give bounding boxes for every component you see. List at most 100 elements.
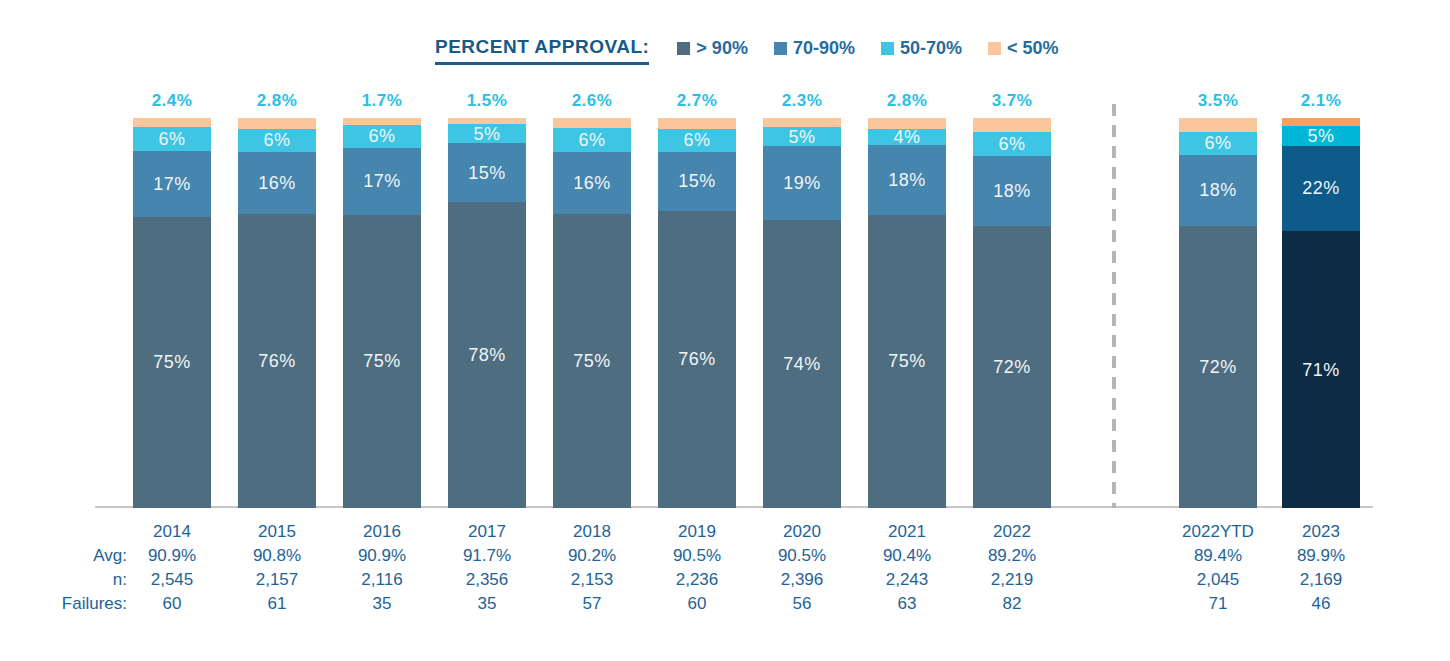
avg-value: 90.5% — [742, 544, 862, 568]
year-label: 2022YTD — [1158, 520, 1278, 544]
segment-gt90-2023: 71% — [1282, 231, 1360, 508]
segment-b7090-2014: 17% — [133, 151, 211, 217]
year-label: 2020 — [742, 520, 862, 544]
lt50-top-label-2018: 2.6% — [539, 91, 645, 111]
lt50-top-label-2022YTD: 3.5% — [1165, 91, 1271, 111]
segment-label: 15% — [678, 172, 716, 190]
failures-value: 82 — [952, 592, 1072, 616]
segment-label: 19% — [783, 174, 821, 192]
failures-value: 35 — [322, 592, 442, 616]
bar-2016: 6%17%75% — [343, 118, 421, 508]
bar-2018: 6%16% 75% — [553, 118, 631, 508]
segment-label: 5% — [473, 125, 500, 143]
year-label: 2023 — [1261, 520, 1381, 544]
failures-value: 60 — [112, 592, 232, 616]
lt50-top-label-2023: 2.1% — [1268, 91, 1374, 111]
segment-gt90-2020: 74% — [763, 220, 841, 508]
stats-2020: 202090.5%2,39656 — [742, 520, 862, 616]
segment-label: 74% — [783, 355, 821, 373]
segment-b7090-2023: 22% — [1282, 146, 1360, 232]
lt50-top-label-2015: 2.8% — [224, 91, 330, 111]
segment-b7090-2019: 15% — [658, 152, 736, 211]
segment-label: 17% — [153, 175, 191, 193]
year-label: 2016 — [322, 520, 442, 544]
n-value: 2,116 — [322, 568, 442, 592]
segment-b5070-2015: 6% — [238, 129, 316, 152]
segment-label: 5% — [1307, 127, 1334, 145]
n-value: 2,045 — [1158, 568, 1278, 592]
segment-lt50-2019 — [658, 118, 736, 129]
segment-label: 18% — [1199, 181, 1237, 199]
segment-b5070-2018: 6% — [553, 128, 631, 151]
segment-b7090-2020: 19% — [763, 146, 841, 220]
bar-2015: 6% 16% 76% — [238, 118, 316, 508]
stats-2021: 202190.4%2,24363 — [847, 520, 967, 616]
avg-value: 89.2% — [952, 544, 1072, 568]
segment-lt50-2015 — [238, 118, 316, 129]
avg-value: 91.7% — [427, 544, 547, 568]
failures-value: 46 — [1261, 592, 1381, 616]
bar-2019: 6% 15% 76% — [658, 118, 736, 508]
segment-label: 22% — [1302, 179, 1340, 197]
segment-b5070-2021: 4% — [868, 129, 946, 145]
stats-2018: 201890.2%2,15357 — [532, 520, 652, 616]
lt50-top-label-2021: 2.8% — [854, 91, 960, 111]
segment-label: 6% — [1204, 134, 1231, 152]
segment-gt90-2022: 72% — [973, 226, 1051, 508]
failures-value: 63 — [847, 592, 967, 616]
segment-gt90-2022YTD: 72% — [1179, 226, 1257, 508]
segment-label: 75% — [573, 352, 611, 370]
year-label: 2014 — [112, 520, 232, 544]
segment-label: 4% — [893, 128, 920, 146]
segment-b5070-2016: 6% — [343, 125, 421, 148]
bar-2020: 5%19%74% — [763, 118, 841, 508]
lt50-top-label-2017: 1.5% — [434, 91, 540, 111]
avg-value: 89.9% — [1261, 544, 1381, 568]
segment-b7090-2018: 16% — [553, 152, 631, 215]
lt50-top-label-2020: 2.3% — [749, 91, 855, 111]
segment-label: 75% — [153, 353, 191, 371]
stats-2022: 202289.2%2,21982 — [952, 520, 1072, 616]
segment-b7090-2022YTD: 18% — [1179, 155, 1257, 226]
segment-label: 6% — [998, 135, 1025, 153]
bar-2022YTD: 6% 18% 72% — [1179, 118, 1257, 508]
avg-value: 90.8% — [217, 544, 337, 568]
year-label: 2015 — [217, 520, 337, 544]
segment-label: 76% — [678, 350, 716, 368]
segment-label: 76% — [258, 352, 296, 370]
segment-lt50-2016 — [343, 118, 421, 125]
stats-2017: 201791.7%2,35635 — [427, 520, 547, 616]
segment-lt50-2023 — [1282, 118, 1360, 126]
segment-gt90-2016: 75% — [343, 215, 421, 508]
n-value: 2,157 — [217, 568, 337, 592]
failures-value: 57 — [532, 592, 652, 616]
segment-lt50-2022 — [973, 118, 1051, 132]
segment-b5070-2017: 5% — [448, 124, 526, 144]
segment-label: 6% — [683, 131, 710, 149]
segment-lt50-2022YTD — [1179, 118, 1257, 132]
n-value: 2,236 — [637, 568, 757, 592]
segment-b5070-2023: 5% — [1282, 126, 1360, 145]
segment-label: 16% — [258, 174, 296, 192]
year-label: 2017 — [427, 520, 547, 544]
avg-value: 90.5% — [637, 544, 757, 568]
segment-label: 75% — [888, 352, 926, 370]
n-row-label: n: — [10, 568, 127, 592]
segment-label: 75% — [363, 352, 401, 370]
segment-b5070-2014: 6% — [133, 127, 211, 150]
avg-row-label: Avg: — [10, 544, 127, 568]
bar-2023: 5% 22% 71% — [1282, 118, 1360, 508]
bar-2014: 6% 17% 75% — [133, 118, 211, 508]
segment-lt50-2014 — [133, 118, 211, 127]
n-value: 2,356 — [427, 568, 547, 592]
failures-value: 61 — [217, 592, 337, 616]
failures-value: 56 — [742, 592, 862, 616]
bar-2021: 4%18%75% — [868, 118, 946, 508]
lt50-top-label-2022: 3.7% — [959, 91, 1065, 111]
segment-b7090-2015: 16% — [238, 152, 316, 214]
lt50-top-label-2014: 2.4% — [119, 91, 225, 111]
stats-2014: 201490.9%2,54560 — [112, 520, 232, 616]
stats-2022YTD: 2022YTD89.4%2,04571 — [1158, 520, 1278, 616]
segment-label: 6% — [263, 131, 290, 149]
segment-label: 71% — [1302, 361, 1340, 379]
